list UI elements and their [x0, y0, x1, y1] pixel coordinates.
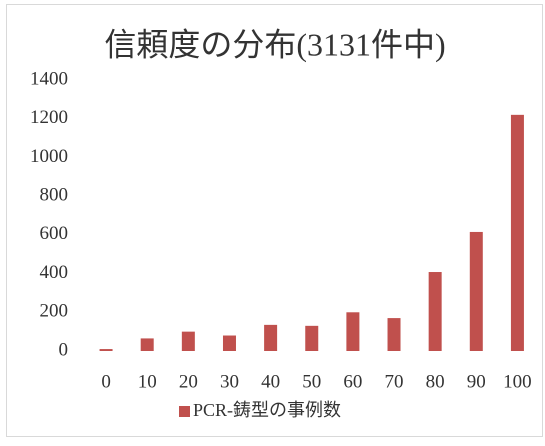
x-tick-label: 80	[426, 371, 445, 392]
bar	[222, 335, 236, 351]
x-tick-label: 40	[261, 371, 280, 392]
x-tick-label: 20	[179, 371, 198, 392]
bar	[305, 325, 319, 351]
y-tick-label: 0	[59, 339, 69, 360]
x-tick-label: 70	[385, 371, 404, 392]
x-tick-label: 90	[467, 371, 486, 392]
chart-title: 信頼度の分布(3131件中)	[104, 26, 445, 62]
y-tick-label: 1200	[30, 107, 68, 128]
bar	[510, 114, 524, 351]
y-tick-label: 1000	[30, 146, 68, 167]
bar	[99, 349, 113, 351]
y-tick-label: 200	[40, 301, 69, 322]
y-tick-label: 800	[40, 185, 69, 206]
legend-label: PCR-鋳型の事例数	[193, 400, 341, 420]
bar	[264, 324, 278, 351]
y-tick-label: 400	[40, 262, 69, 283]
x-tick-label: 0	[101, 371, 111, 392]
x-tick-label: 100	[503, 371, 532, 392]
x-tick-label: 50	[302, 371, 321, 392]
y-tick-label: 600	[40, 223, 69, 244]
x-tick-label: 30	[220, 371, 239, 392]
bar	[181, 331, 195, 351]
bar	[140, 338, 154, 351]
x-tick-label: 60	[343, 371, 362, 392]
chart-border	[6, 4, 543, 437]
bar	[469, 231, 483, 351]
y-tick-label: 1400	[30, 68, 68, 89]
bar	[387, 318, 401, 351]
bar	[428, 272, 442, 351]
legend-swatch	[179, 406, 190, 417]
bar	[346, 312, 360, 351]
x-tick-label: 10	[138, 371, 157, 392]
